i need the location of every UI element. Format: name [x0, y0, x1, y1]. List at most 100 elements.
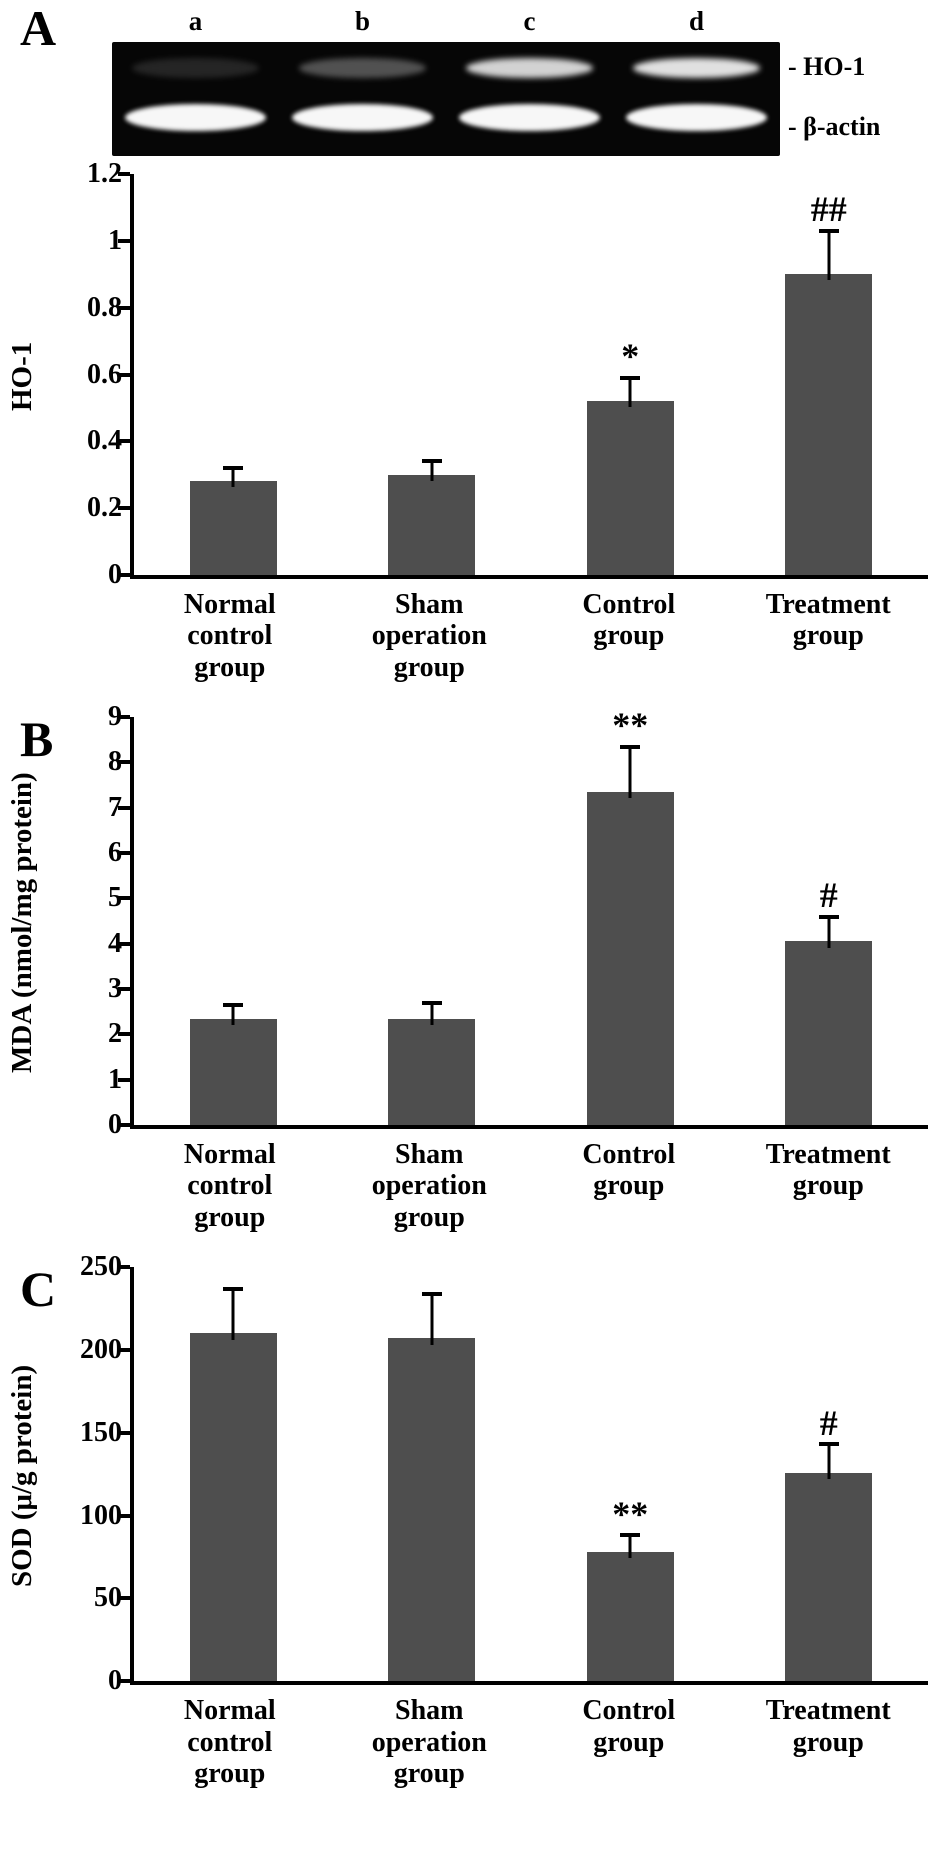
beta-actin-band [459, 104, 600, 131]
error-bar-cap [223, 466, 244, 471]
bars-container: ** # [134, 1267, 929, 1682]
panel-A: A a b c d - HO-1 - β-actin HO-1 * ## [0, 0, 936, 683]
lane-label-d: d [688, 6, 705, 36]
bar-group: ## [730, 174, 929, 575]
gel-blot: a b c d - HO-1 - β-actin [112, 6, 936, 156]
x-tick-label: Treatment group [765, 1695, 891, 1758]
significance-annotation: # [819, 874, 838, 915]
x-tick-label: Normal control group [183, 1695, 276, 1789]
beta-actin-band-label: - β-actin [788, 112, 881, 141]
significance-annotation: ** [612, 1493, 649, 1534]
beta-actin-band [626, 104, 767, 131]
y-tick-mark [118, 1077, 130, 1082]
bar-group [333, 174, 532, 575]
y-tick-mark [118, 439, 130, 444]
x-tick-label: Control group [582, 589, 676, 652]
error-bar [628, 1535, 632, 1559]
error-bar-cap [421, 459, 442, 464]
panel-C: C SOD (μ/g protein) ** # 0 50 100 150 200 250 … [0, 1253, 936, 1789]
y-tick-label: 150 [80, 1416, 122, 1448]
panel-label-B: B [20, 711, 54, 768]
error-bar [827, 230, 831, 281]
x-tick-label: Sham operation group [371, 1139, 487, 1233]
x-tick-label: Sham operation group [371, 589, 487, 683]
bar-group: # [730, 1267, 929, 1682]
beta-actin-band [292, 104, 433, 131]
bar [586, 1552, 674, 1682]
bar-group [333, 717, 532, 1126]
bar [189, 481, 277, 575]
error-bar-cap [620, 1533, 641, 1538]
y-tick-mark [118, 1265, 130, 1270]
bars-container: ** # [134, 707, 928, 1126]
bars-container: * ## [134, 174, 928, 575]
y-tick-label: 0 [108, 1109, 122, 1141]
ho1-band [633, 58, 760, 78]
y-tick-mark [118, 506, 130, 511]
gel-band-labels: - HO-1 - β-actin [780, 6, 880, 156]
ho1-band [466, 58, 593, 78]
beta-actin-band [125, 104, 266, 131]
plot-area: ** # 0 1 2 3 4 5 6 7 8 9 [108, 703, 928, 1139]
y-tick-mark [118, 1347, 130, 1352]
bar [586, 791, 674, 1126]
bar-group: ** [531, 1267, 730, 1682]
bar [189, 1333, 277, 1682]
bar-group [333, 1267, 532, 1682]
error-bar-cap [421, 1291, 442, 1296]
y-tick-label: 0.8 [87, 291, 122, 323]
y-tick-label: 0.4 [87, 425, 122, 457]
x-axis-labels: Normal control group Sham operation group Cont… [0, 1139, 936, 1233]
panel-B: B MDA (nmol/mg protein) ** # 0 1 2 3 4 5 6 7 8 9 N… [0, 703, 936, 1233]
y-tick-label: 0 [108, 559, 122, 590]
y-tick-mark [118, 172, 130, 176]
error-bar [430, 461, 434, 481]
y-tick-mark [118, 941, 130, 946]
error-bar-cap [818, 914, 839, 919]
panel-label-A: A [20, 0, 57, 56]
y-tick-mark [118, 573, 130, 577]
y-tick-mark [118, 1032, 130, 1037]
y-tick-label: 6 [108, 837, 122, 869]
error-bar [628, 746, 632, 798]
y-tick-label: 9 [108, 701, 122, 733]
y-tick-label: 250 [80, 1251, 122, 1283]
ho1-band [132, 58, 259, 78]
error-bar [430, 1002, 434, 1025]
y-tick-mark [118, 760, 130, 765]
bar-group [134, 717, 333, 1126]
error-bar-cap [223, 1002, 244, 1007]
bar-group: * [531, 174, 730, 575]
error-bar [231, 468, 235, 488]
y-tick-label: 4 [108, 927, 122, 959]
bar [785, 274, 873, 575]
bar-group [134, 1267, 333, 1682]
x-tick-label: Treatment group [765, 589, 891, 652]
plot-row: SOD (μ/g protein) ** # 0 50 100 150 200 250 [0, 1253, 936, 1695]
y-tick-label: 3 [108, 973, 122, 1005]
x-tick-label: Control group [582, 1695, 676, 1758]
error-bar [231, 1004, 235, 1025]
x-axis-labels: Normal control group Sham operation group Cont… [0, 589, 936, 683]
error-bar [827, 1444, 831, 1479]
y-tick-label: 1 [108, 224, 122, 256]
y-tick-label: 100 [80, 1499, 122, 1531]
error-bar-cap [818, 1442, 839, 1447]
gel-lane [112, 42, 279, 156]
y-tick-mark [118, 372, 130, 377]
significance-annotation: ## [810, 189, 847, 230]
plot-area: ** # 0 50 100 150 200 250 [80, 1253, 929, 1695]
ho1-bar-chart: HO-1 * ## 0 0.2 0.4 0.6 0.8 1 1.2 Normal control… [0, 160, 936, 683]
error-bar [628, 377, 632, 408]
significance-annotation: # [819, 1402, 838, 1443]
gel-image [112, 42, 780, 156]
bar [586, 401, 674, 575]
y-axis-title: MDA (nmol/mg protein) [6, 772, 38, 1074]
y-tick-mark [118, 896, 130, 901]
y-tick-mark [118, 805, 130, 810]
y-tick-label: 50 [94, 1582, 122, 1614]
y-tick-mark [118, 1123, 130, 1128]
y-tick-mark [118, 305, 130, 310]
y-tick-mark [118, 1513, 130, 1518]
